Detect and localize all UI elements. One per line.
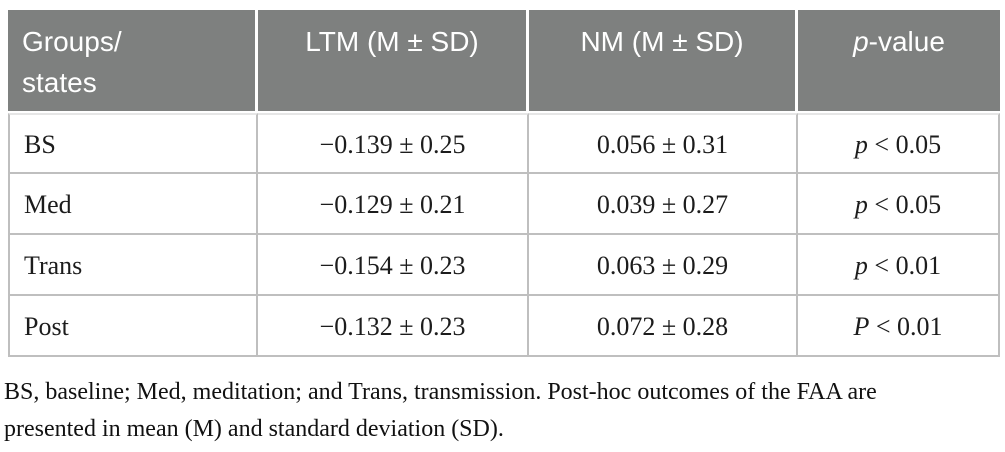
column-header-nm: NM (M ± SD) (529, 10, 798, 113)
p-threshold: < 0.01 (867, 250, 942, 280)
faa-posthoc-table: Groups/ states LTM (M ± SD) NM (M ± SD) … (8, 10, 1000, 357)
table-row-post: Post −0.132 ± 0.23 0.072 ± 0.28 P < 0.01 (8, 296, 1000, 357)
p-value-cell: p < 0.05 (798, 174, 1000, 235)
ltm-value-cell: −0.154 ± 0.23 (258, 235, 529, 296)
ltm-value-cell: −0.139 ± 0.25 (258, 113, 529, 174)
table-row-bs: BS −0.139 ± 0.25 0.056 ± 0.31 p < 0.05 (8, 113, 1000, 174)
column-header-p-value: p-value (798, 10, 1000, 113)
p-italic: P (853, 311, 870, 341)
p-value-cell: P < 0.01 (798, 296, 1000, 357)
ltm-value-cell: −0.129 ± 0.21 (258, 174, 529, 235)
column-header-groups-states: Groups/ states (8, 10, 258, 113)
p-value-header-italic-p: p (853, 26, 869, 57)
group-cell: Trans (8, 235, 258, 296)
nm-value-cell: 0.056 ± 0.31 (529, 113, 798, 174)
p-value-cell: p < 0.01 (798, 235, 1000, 296)
p-italic: p (854, 189, 868, 219)
group-cell: Med (8, 174, 258, 235)
p-value-cell: p < 0.05 (798, 113, 1000, 174)
p-value-header-suffix: -value (868, 26, 945, 57)
ltm-value-cell: −0.132 ± 0.23 (258, 296, 529, 357)
p-threshold: < 0.05 (867, 129, 942, 159)
group-cell: Post (8, 296, 258, 357)
nm-value-cell: 0.039 ± 0.27 (529, 174, 798, 235)
column-header-ltm: LTM (M ± SD) (258, 10, 529, 113)
nm-value-cell: 0.063 ± 0.29 (529, 235, 798, 296)
header-row: Groups/ states LTM (M ± SD) NM (M ± SD) … (8, 10, 1000, 113)
p-italic: p (854, 129, 868, 159)
p-threshold: < 0.01 (869, 311, 943, 341)
table-row-trans: Trans −0.154 ± 0.23 0.063 ± 0.29 p < 0.0… (8, 235, 1000, 296)
table-row-med: Med −0.129 ± 0.21 0.039 ± 0.27 p < 0.05 (8, 174, 1000, 235)
table-footnote: BS, baseline; Med, meditation; and Trans… (4, 379, 877, 442)
group-cell: BS (8, 113, 258, 174)
nm-value-cell: 0.072 ± 0.28 (529, 296, 798, 357)
p-italic: p (854, 250, 868, 280)
p-threshold: < 0.05 (867, 189, 942, 219)
